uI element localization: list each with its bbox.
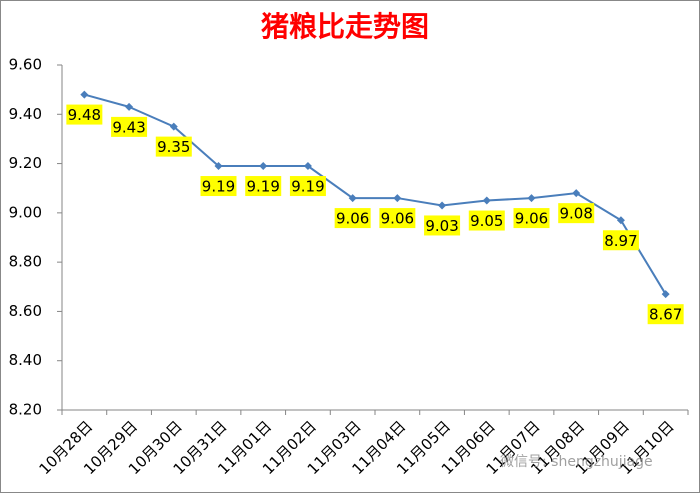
data-label: 9.06 bbox=[515, 210, 548, 228]
point-marker bbox=[259, 162, 268, 171]
data-label: 9.05 bbox=[470, 212, 503, 230]
series-line bbox=[84, 93, 667, 295]
data-label-box bbox=[155, 136, 192, 157]
y-tick-label: 8.60 bbox=[9, 302, 42, 320]
data-label: 8.97 bbox=[604, 232, 637, 250]
watermark: 微信号: shengzhujiage bbox=[500, 454, 653, 470]
point-marker bbox=[80, 90, 89, 99]
point-marker bbox=[303, 162, 312, 171]
point-marker bbox=[214, 162, 223, 171]
data-label-box bbox=[513, 208, 550, 229]
data-label-box bbox=[66, 104, 103, 125]
data-label: 9.19 bbox=[202, 178, 235, 196]
y-tick-label: 9.00 bbox=[9, 203, 42, 221]
data-label-box bbox=[200, 176, 237, 197]
point-marker bbox=[348, 194, 357, 203]
data-label: 9.06 bbox=[336, 210, 369, 228]
data-label: 9.43 bbox=[112, 118, 145, 136]
point-marker bbox=[527, 194, 536, 203]
data-label: 8.67 bbox=[649, 306, 682, 324]
data-label-box bbox=[602, 230, 639, 251]
data-label: 9.35 bbox=[157, 138, 190, 156]
data-label: 9.19 bbox=[247, 178, 280, 196]
y-tick-label: 8.20 bbox=[9, 401, 42, 419]
data-label-box bbox=[468, 210, 505, 231]
y-tick-label: 8.80 bbox=[9, 253, 42, 271]
point-marker bbox=[125, 102, 134, 111]
point-marker bbox=[393, 194, 402, 203]
point-marker bbox=[572, 189, 581, 198]
data-label: 9.48 bbox=[68, 106, 101, 124]
data-label-box bbox=[647, 304, 684, 325]
data-label: 9.08 bbox=[560, 205, 593, 223]
point-marker bbox=[169, 122, 178, 131]
chart-title: 猪粮比走势图 bbox=[261, 10, 429, 43]
data-label-box bbox=[245, 176, 282, 197]
data-label-box bbox=[111, 116, 148, 137]
data-label-box bbox=[334, 208, 371, 229]
y-tick-label: 9.20 bbox=[9, 154, 42, 172]
data-label-box bbox=[558, 203, 595, 224]
point-marker bbox=[616, 216, 625, 225]
data-label: 9.06 bbox=[381, 210, 414, 228]
y-tick-label: 9.40 bbox=[9, 105, 42, 123]
point-marker bbox=[661, 290, 670, 299]
data-label: 9.03 bbox=[425, 217, 458, 235]
point-marker bbox=[482, 196, 491, 205]
data-label: 9.19 bbox=[291, 178, 324, 196]
data-label-box bbox=[289, 176, 326, 197]
data-label-box bbox=[424, 215, 461, 236]
y-tick-label: 9.60 bbox=[9, 56, 42, 74]
y-tick-label: 8.40 bbox=[9, 351, 42, 369]
data-label-box bbox=[379, 208, 416, 229]
point-marker bbox=[438, 201, 447, 210]
